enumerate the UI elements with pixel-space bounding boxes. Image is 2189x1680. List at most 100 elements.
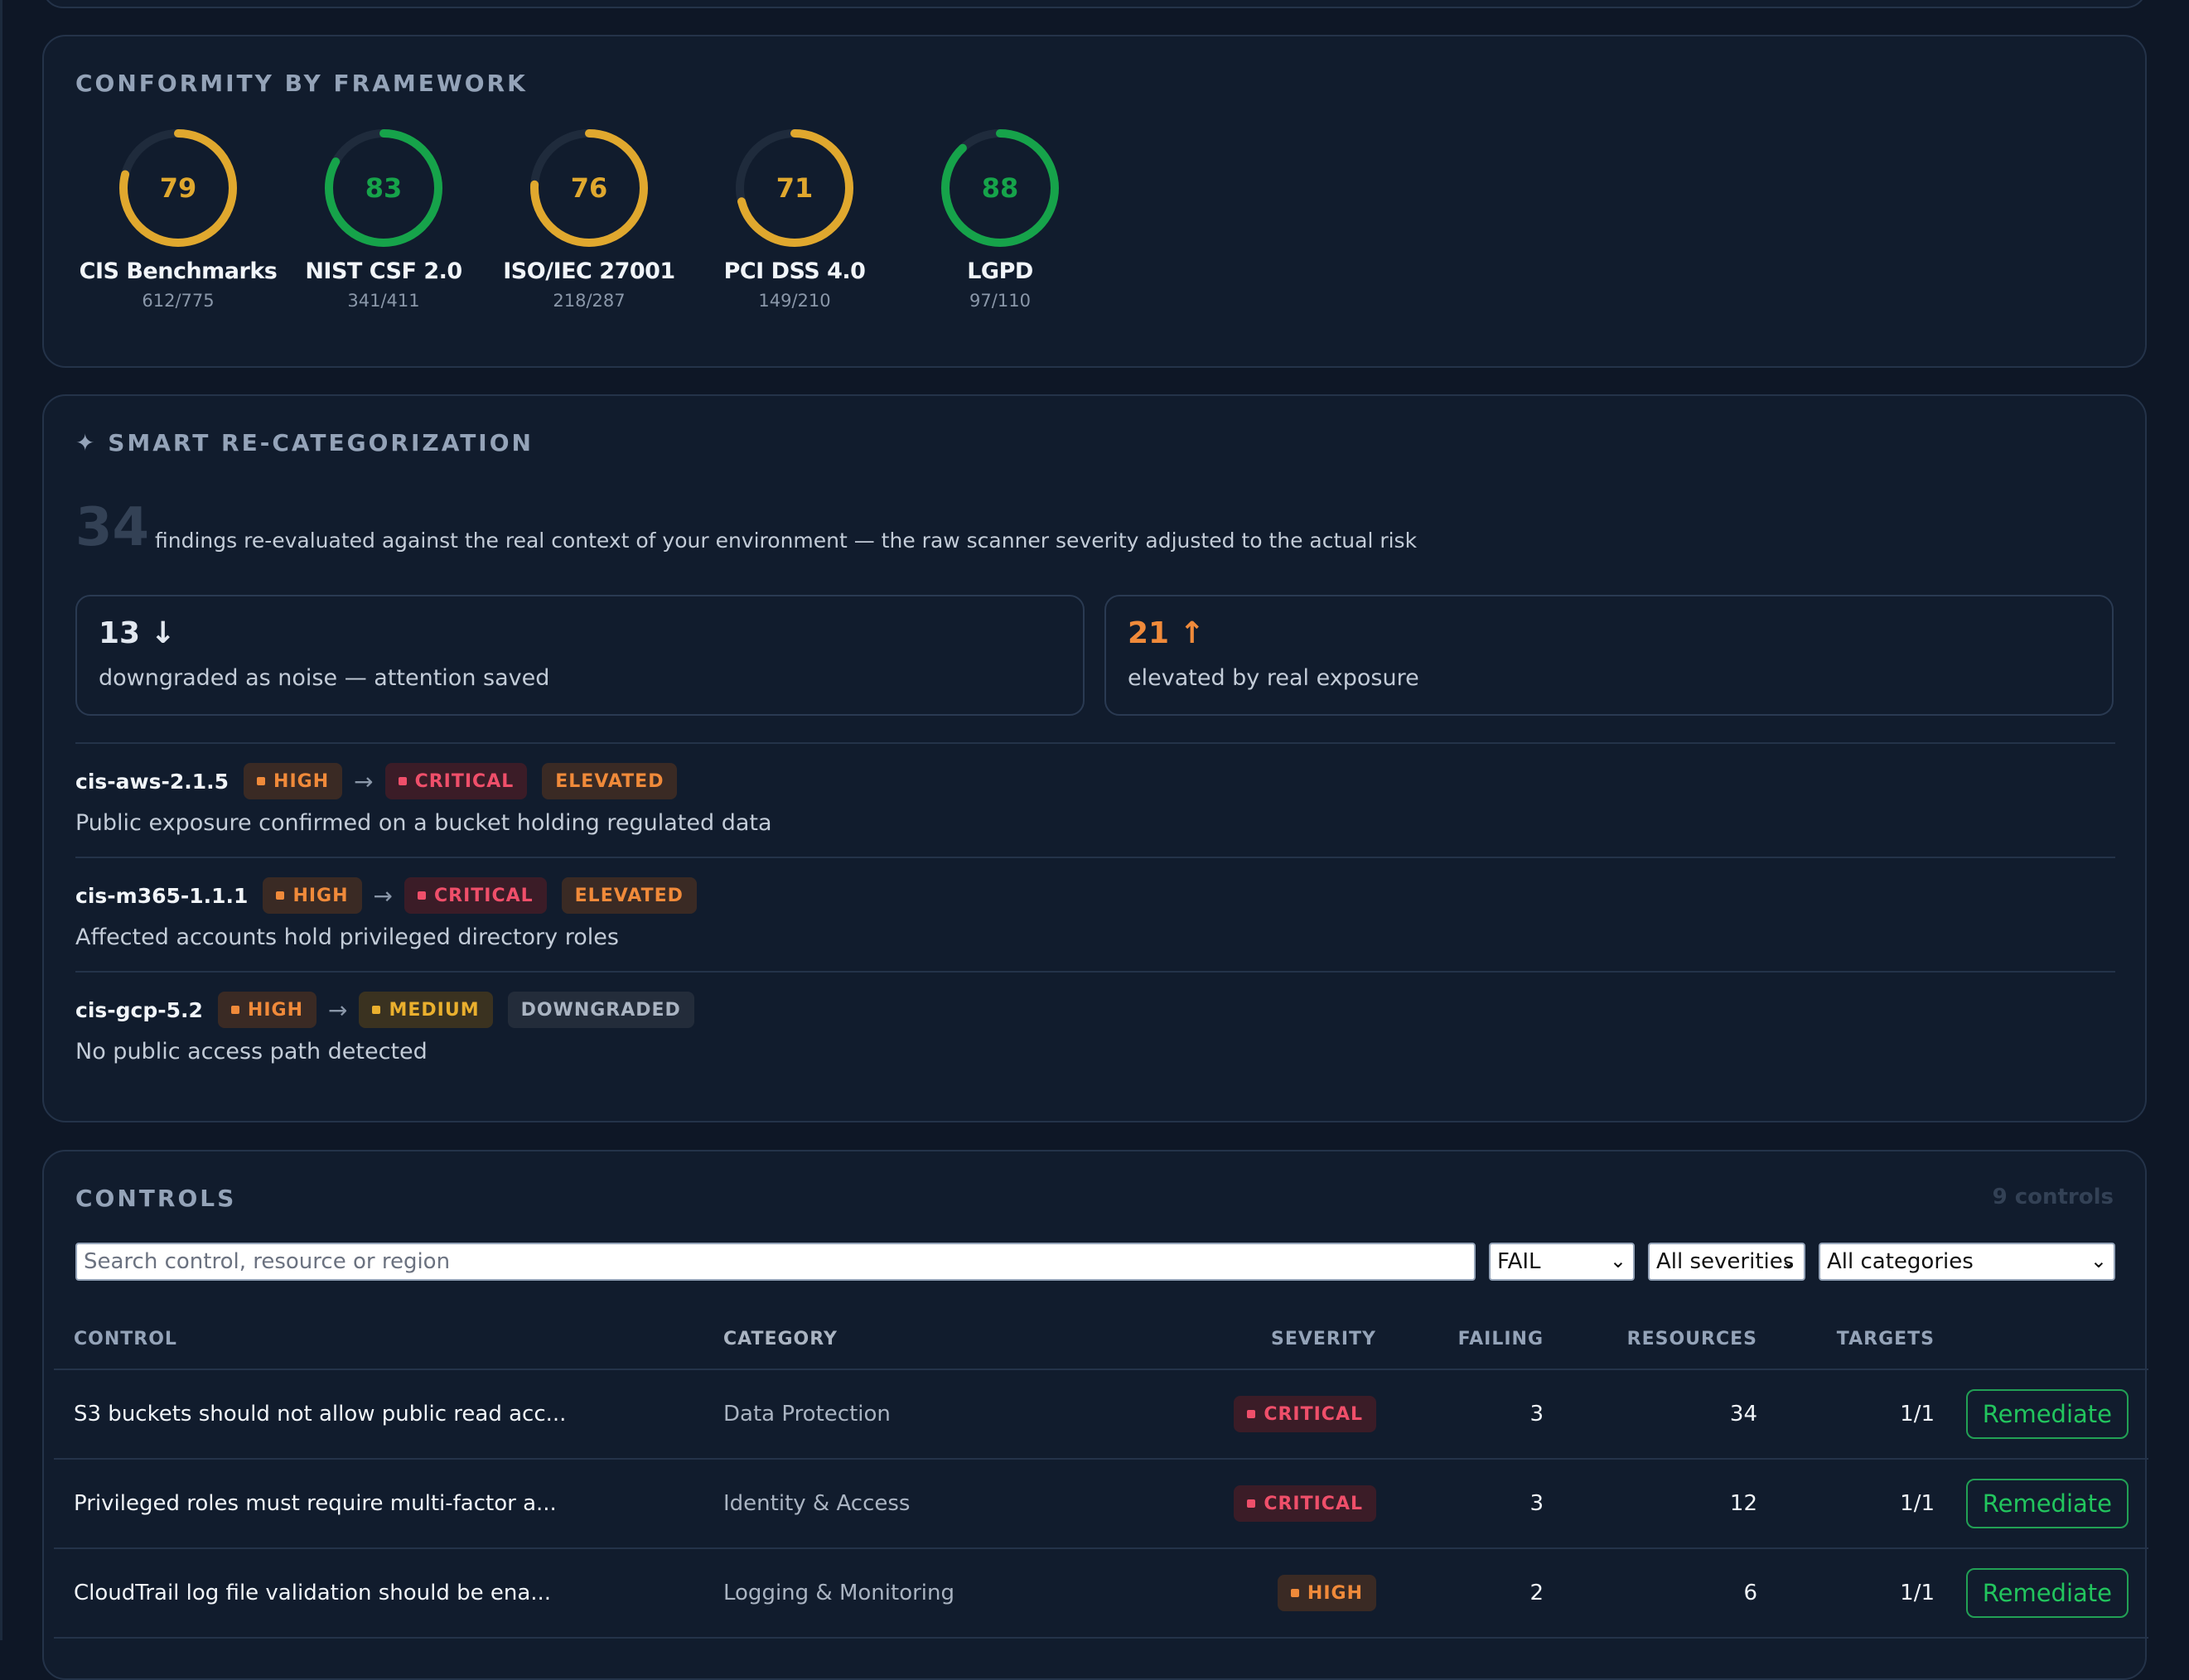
control-severity: CRITICAL [1138,1369,1377,1460]
control-id: cis-gcp-5.2 [75,997,203,1022]
chevron-down-icon: ⌄ [1780,1249,1797,1272]
gauge-score: 83 [365,172,403,204]
severity-badge: CRITICAL [1234,1485,1376,1522]
controls-title: CONTROLS [75,1185,237,1212]
gauge-arc [119,129,237,247]
framework-gauge: 71 PCI DSS 4.0 149/210 [692,126,897,311]
search-input[interactable] [75,1243,1476,1281]
gauge-score: 79 [160,172,197,204]
downgraded-stat: 13 ↓ downgraded as noise — attention sav… [75,595,1085,716]
resources-count: 6 [1544,1548,1758,1639]
row-actions: Remediate [1935,1369,2148,1460]
recategorized-total: 34 [75,497,150,558]
remediate-button[interactable]: Remediate [1965,1568,2129,1618]
table-row[interactable]: CloudTrail log file validation should be… [54,1548,2148,1639]
gauge-score: 71 [776,172,814,204]
table-row[interactable]: Privileged roles must require multi-fact… [54,1459,2148,1549]
remediate-button[interactable]: Remediate [1965,1479,2129,1528]
framework-name: LGPD [967,258,1033,284]
column-header-failing[interactable]: FAILING [1377,1309,1544,1370]
table-row[interactable]: S3 buckets should not allow public read … [54,1369,2148,1460]
recategorized-description: findings re-evaluated against the real c… [155,529,1418,553]
control-category: Identity & Access [722,1459,1138,1549]
controls-table-body: S3 buckets should not allow public read … [54,1369,2148,1639]
severity-label: CRITICAL [433,885,534,906]
column-header-control[interactable]: CONTROL [54,1309,722,1370]
control-severity: HIGH [1138,1548,1377,1639]
control-name: CloudTrail log file validation should be… [54,1548,722,1639]
recategorization-tag: DOWNGRADED [507,992,694,1028]
recategorization-reason: No public access path detected [75,1039,428,1064]
smart-title: ✦ SMART RE-CATEGORIZATION [75,429,534,456]
severity-dot-icon [257,777,266,785]
framework-name: PCI DSS 4.0 [723,258,866,284]
severity-dot-icon [1290,1589,1299,1597]
elevated-label: elevated by real exposure [1128,665,1419,691]
severity-label: HIGH [247,999,303,1021]
failing-count: 3 [1377,1459,1544,1549]
remediate-button[interactable]: Remediate [1965,1389,2129,1439]
column-header-severity[interactable]: SEVERITY [1138,1309,1377,1370]
severity-dot-icon [1247,1410,1256,1418]
targets-count: 1/1 [1758,1369,1935,1460]
severity-dot-icon [372,1006,381,1014]
severity-label: HIGH [273,770,330,792]
gauge-arc [941,129,1059,247]
gauge-ring: 79 [119,129,237,247]
elevated-stat: 21 ↑ elevated by real exposure [1104,595,2114,716]
control-name: S3 buckets should not allow public read … [54,1369,722,1460]
recategorization-tag: ELEVATED [542,763,678,799]
category-select-value: All categories [1827,1249,1974,1274]
elevated-count: 21 ↑ [1128,616,1205,650]
recategorization-item: cis-gcp-5.2 HIGH → MEDIUM DOWNGRADED No publi… [75,971,2115,1085]
adjusted-severity-badge: MEDIUM [359,992,493,1028]
framework-gauges: 79 CIS Benchmarks 612/775 83 NIST CSF 2.0 341… [75,126,1103,311]
recategorization-item-header: cis-gcp-5.2 HIGH → MEDIUM DOWNGRADED [75,991,2115,1029]
column-header-category[interactable]: CATEGORY [722,1309,1138,1370]
recategorization-tag: ELEVATED [561,877,697,914]
severity-select[interactable]: All severities ⌄ [1648,1243,1805,1281]
recategorization-item: cis-m365-1.1.1 HIGH → CRITICAL ELEVATED Affec… [75,857,2115,971]
row-actions: Remediate [1935,1459,2148,1549]
row-actions: Remediate [1935,1548,2148,1639]
framework-gauge: 83 NIST CSF 2.0 341/411 [281,126,486,311]
severity-dot-icon [276,891,285,900]
recategorization-item-header: cis-aws-2.1.5 HIGH → CRITICAL ELEVATED [75,762,2115,800]
arrow-right-icon: → [328,996,348,1024]
control-id: cis-m365-1.1.1 [75,883,249,908]
gauge-arc [325,129,442,247]
severity-label: CRITICAL [414,770,515,792]
recategorization-reason: Affected accounts hold privileged direct… [75,924,619,950]
status-select[interactable]: FAIL ⌄ [1489,1243,1635,1281]
severity-badge: CRITICAL [1234,1396,1376,1432]
framework-fraction: 149/210 [758,291,831,311]
recategorization-item-header: cis-m365-1.1.1 HIGH → CRITICAL ELEVATED [75,876,2115,915]
gauge-arc [530,129,648,247]
severity-dot-icon [1247,1499,1256,1508]
recategorization-list: cis-aws-2.1.5 HIGH → CRITICAL ELEVATED Public… [75,742,2115,1085]
severity-select-value: All severities [1656,1249,1795,1274]
framework-name: ISO/IEC 27001 [503,258,675,284]
control-id: cis-aws-2.1.5 [75,769,230,794]
arrow-right-icon: → [373,881,393,910]
control-severity: CRITICAL [1138,1459,1377,1549]
conformity-title: CONFORMITY BY FRAMEWORK [75,70,528,97]
failing-count: 2 [1377,1548,1544,1639]
page-left-border [0,0,2,1640]
table-header-row: CONTROL CATEGORY SEVERITY FAILING RESOUR… [54,1309,2148,1370]
framework-name: CIS Benchmarks [79,258,278,284]
severity-label: CRITICAL [1264,1493,1363,1514]
controls-panel: CONTROLS 9 controls FAIL ⌄ All severitie… [42,1150,2148,1680]
control-name: Privileged roles must require multi-fact… [54,1459,722,1549]
column-header-targets[interactable]: TARGETS [1758,1309,1935,1370]
severity-badge: HIGH [1277,1575,1376,1611]
column-header-resources[interactable]: RESOURCES [1544,1309,1758,1370]
control-category: Logging & Monitoring [722,1548,1138,1639]
category-select[interactable]: All categories ⌄ [1819,1243,2115,1281]
gauge-ring: 88 [941,129,1059,247]
resources-count: 12 [1544,1459,1758,1549]
gauge-arc [736,129,853,247]
resources-count: 34 [1544,1369,1758,1460]
gauge-ring: 71 [736,129,853,247]
gauge-score: 88 [982,172,1019,204]
